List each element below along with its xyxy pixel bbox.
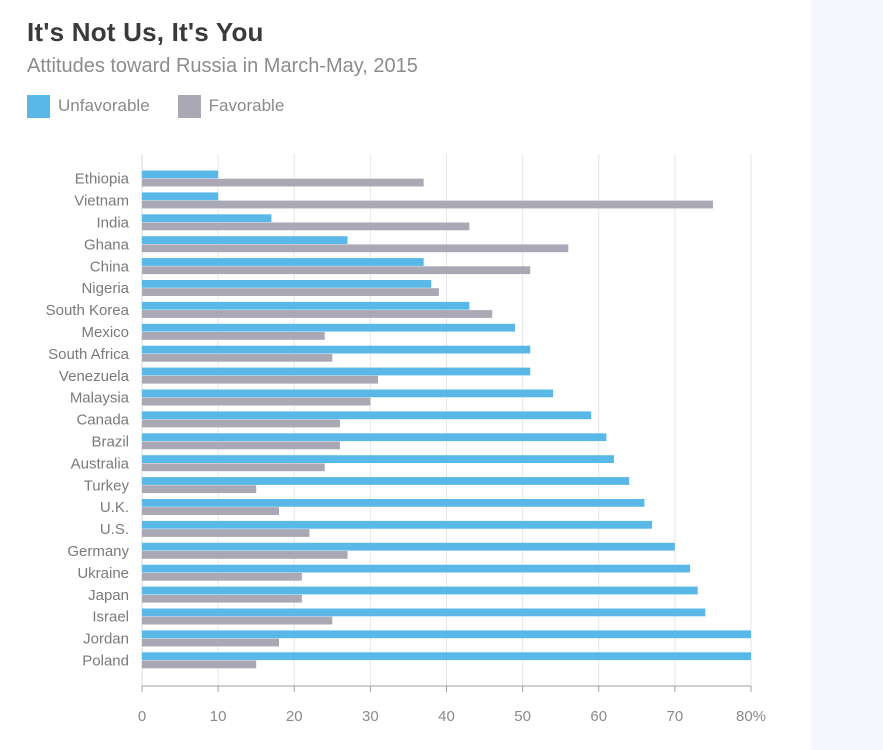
bar-unfavorable [142,652,751,661]
bar-favorable [142,178,424,187]
bar-favorable [142,594,302,603]
bar-unfavorable [142,345,531,354]
category-label: Israel [92,609,129,626]
category-label: Germany [67,543,129,560]
x-tick-label: 60 [590,708,607,725]
category-label: India [96,215,129,232]
bar-favorable [142,266,531,275]
category-label: Venezuela [59,368,130,385]
category-label: Nigeria [81,280,129,297]
bar-favorable [142,200,713,209]
bar-unfavorable [142,170,219,179]
bar-favorable [142,397,371,406]
bar-favorable [142,485,257,494]
bar-favorable [142,375,378,384]
x-tick-label: 40 [438,708,455,725]
x-tick-label: 10 [210,708,227,725]
bar-unfavorable [142,433,607,442]
category-label: Jordan [83,631,129,648]
bar-favorable [142,310,493,318]
bar-favorable [142,551,348,559]
category-label: China [90,258,130,275]
bar-unfavorable [142,367,531,376]
category-label: Japan [88,587,129,604]
bar-unfavorable [142,608,706,617]
bar-unfavorable [142,192,219,201]
category-label: Ukraine [77,565,129,582]
bar-unfavorable [142,280,432,288]
bar-favorable [142,419,340,428]
bar-unfavorable [142,236,348,244]
category-label: Ghana [84,236,130,253]
bar-unfavorable [142,499,645,507]
legend-label-unfavorable: Unfavorable [58,96,150,115]
category-label: Brazil [91,434,129,451]
category-label: Canada [76,412,129,429]
bar-unfavorable [142,323,516,332]
x-tick-label: 80% [736,708,766,725]
x-tick-label: 70 [667,708,684,725]
x-tick-label: 50 [514,708,531,725]
bar-favorable [142,507,280,515]
legend-item-favorable: Favorable [177,94,285,118]
right-side-panel [811,0,883,750]
category-label: U.K. [100,499,129,516]
category-label: U.S. [100,521,129,538]
legend-item-unfavorable: Unfavorable [27,94,150,118]
bar-favorable [142,616,333,625]
bar-favorable [142,332,325,340]
bar-favorable [142,638,280,647]
bar-unfavorable [142,411,592,420]
bar-unfavorable [142,258,424,266]
bar-favorable [142,441,340,450]
chart-legend: Unfavorable Favorable [27,93,284,119]
category-label: Poland [82,653,129,670]
category-label: Turkey [84,477,130,494]
category-label: South Africa [48,346,130,363]
bar-favorable [142,572,302,581]
bar-favorable [142,288,439,296]
bar-favorable [142,660,257,669]
bar-favorable [142,222,470,231]
legend-swatch-unfavorable [27,94,50,118]
bar-unfavorable [142,477,630,485]
x-tick-label: 0 [138,708,146,725]
chart-title: It's Not Us, It's You [27,17,264,47]
x-tick-label: 30 [362,708,379,725]
bar-favorable [142,244,569,253]
legend-swatch-favorable [177,94,201,118]
bar-unfavorable [142,214,272,223]
category-label: Vietnam [74,193,129,210]
bar-unfavorable [142,630,751,639]
bar-unfavorable [142,455,614,463]
category-label: Australia [71,455,130,472]
bar-unfavorable [142,564,691,573]
x-tick-label: 20 [286,708,303,725]
bar-unfavorable [142,520,653,529]
category-label: Ethiopia [75,171,130,188]
bar-favorable [142,463,325,472]
chart-subtitle: Attitudes toward Russia in March-May, 20… [27,55,418,77]
legend-label-favorable: Favorable [208,96,285,115]
category-label: Mexico [81,324,129,341]
bar-unfavorable [142,301,470,310]
bar-unfavorable [142,542,675,551]
category-label: Malaysia [70,390,130,407]
category-label: South Korea [46,302,130,319]
bar-unfavorable [142,389,554,398]
bar-unfavorable [142,586,698,595]
bar-favorable [142,529,310,537]
bar-favorable [142,353,333,362]
